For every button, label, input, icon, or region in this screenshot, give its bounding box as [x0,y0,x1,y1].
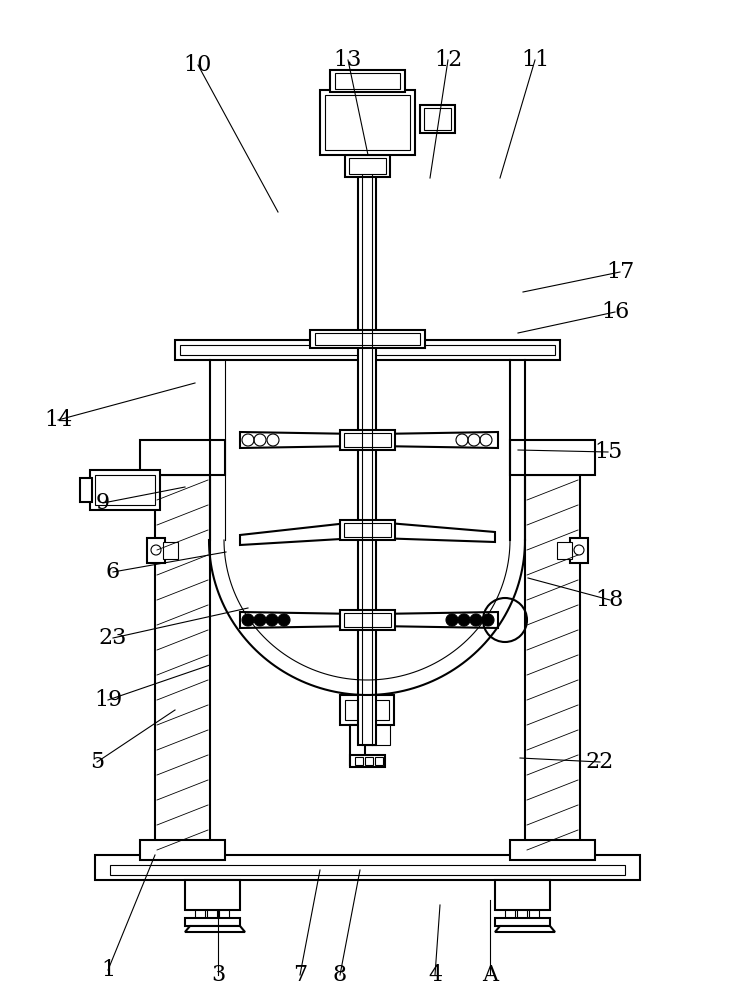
Text: 14: 14 [44,409,72,431]
Bar [195,910,205,918]
Bar [570,538,588,563]
Bar [185,918,240,926]
Bar [95,855,640,880]
Text: 6: 6 [106,561,120,583]
Bar [344,523,391,537]
Bar [517,910,527,918]
Bar [344,613,391,627]
Bar [495,880,550,910]
Text: 10: 10 [184,54,212,76]
Text: 15: 15 [594,441,622,463]
Bar [140,840,225,860]
Bar [355,757,363,765]
Polygon shape [240,522,358,545]
Bar [175,340,560,360]
Bar [95,475,155,505]
Bar [340,430,395,450]
Bar [505,910,515,918]
Circle shape [278,614,290,626]
Bar [350,725,365,765]
Text: 16: 16 [601,301,629,323]
Circle shape [266,614,278,626]
Bar [90,470,160,510]
Text: 13: 13 [334,49,362,71]
Bar [140,440,225,475]
Text: 4: 4 [428,964,442,986]
Text: 11: 11 [521,49,549,71]
Bar [345,155,390,177]
Bar [525,475,580,855]
Bar [155,475,210,855]
Circle shape [470,614,482,626]
Circle shape [482,614,494,626]
Circle shape [458,614,470,626]
Bar [510,440,595,475]
Bar [147,538,165,563]
Bar [340,695,394,725]
Bar [344,433,391,447]
Bar [557,542,572,559]
Bar [345,700,389,720]
Bar [365,757,373,765]
Bar [320,90,415,155]
Bar [330,70,405,92]
Polygon shape [376,612,498,628]
Text: 8: 8 [333,964,347,986]
Text: 9: 9 [96,492,110,514]
Bar [424,108,451,130]
Bar [207,910,217,918]
Text: 23: 23 [99,627,127,649]
Text: 19: 19 [94,689,122,711]
Bar [375,757,383,765]
Text: 17: 17 [606,261,634,283]
Polygon shape [240,612,360,628]
Text: 3: 3 [211,964,225,986]
Bar [529,910,539,918]
Text: A: A [482,964,498,986]
Polygon shape [185,926,245,932]
Bar [219,910,229,918]
Text: 18: 18 [596,589,624,611]
Bar [495,918,550,926]
Bar [163,542,178,559]
Polygon shape [240,432,360,448]
Polygon shape [376,522,495,542]
Polygon shape [495,926,555,932]
Text: 22: 22 [586,751,614,773]
Text: 5: 5 [90,751,104,773]
Bar [340,610,395,630]
Text: 12: 12 [434,49,462,71]
Bar [358,175,376,745]
Circle shape [446,614,458,626]
Bar [325,95,410,150]
Bar [310,330,425,348]
Bar [110,865,625,875]
Bar [335,73,400,89]
Bar [350,755,385,767]
Bar [510,840,595,860]
Bar [80,478,92,502]
Text: 7: 7 [293,964,307,986]
Text: 1: 1 [101,959,115,981]
Bar [420,105,455,133]
Circle shape [242,614,254,626]
Bar [180,345,555,355]
Bar [365,725,390,745]
Circle shape [254,614,266,626]
Bar [185,880,240,910]
Bar [340,520,395,540]
Polygon shape [376,432,498,448]
Bar [349,158,386,174]
Bar [315,333,420,345]
